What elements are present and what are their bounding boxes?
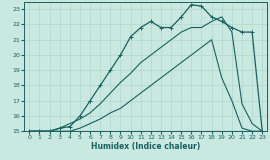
X-axis label: Humidex (Indice chaleur): Humidex (Indice chaleur) (91, 142, 200, 151)
